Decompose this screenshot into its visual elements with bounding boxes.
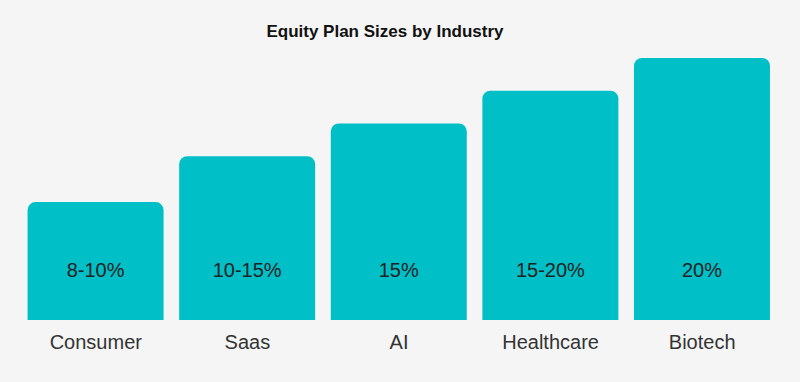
svg-text:Saas: Saas (225, 331, 271, 353)
svg-text:10-15%: 10-15% (213, 259, 282, 281)
svg-text:Healthcare: Healthcare (502, 331, 599, 353)
svg-text:8-10%: 8-10% (67, 259, 125, 281)
html-text:Equity Plan Sizes by Industry: Equity Plan Sizes by Industry (266, 22, 504, 41)
svg-text:Consumer: Consumer (50, 331, 143, 353)
svg-text:20%: 20% (682, 259, 722, 281)
svg-text:Biotech: Biotech (669, 331, 736, 353)
svg-text:AI: AI (390, 331, 409, 353)
svg-text:15-20%: 15-20% (516, 259, 585, 281)
svg-text:15%: 15% (379, 259, 419, 281)
